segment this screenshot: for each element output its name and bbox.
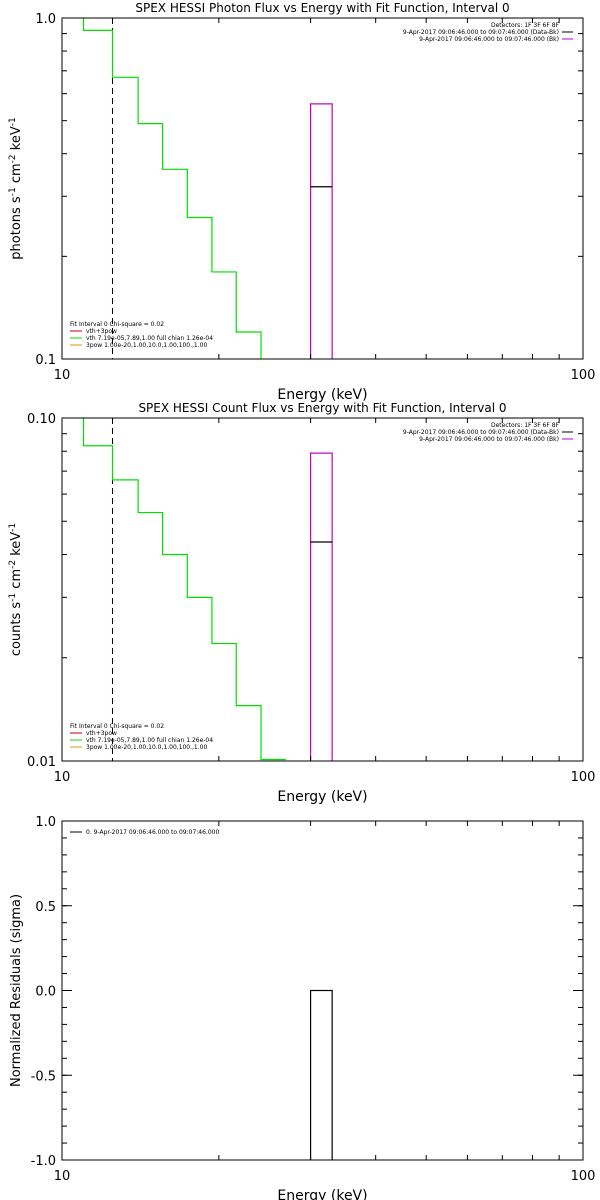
y-tick-label: 0.10 [27, 412, 56, 427]
x-axis-label: Energy (keV) [277, 1188, 367, 1200]
x-tick-label: 10 [54, 770, 71, 785]
x-tick-label: 100 [571, 368, 596, 383]
legend-right-entry: 9-Apr-2017 09:06:46.000 to 09:07:46.000 … [403, 429, 559, 436]
y-axis-label: counts s-1 cm-2 keV-1 [8, 523, 24, 656]
legend-left-entry: Fit Interval 0 Chi-square = 0.02 [70, 321, 164, 328]
legend-right-entry: Detectors: 1F 3F 6F 8F [491, 22, 560, 29]
x-tick-label: 10 [54, 368, 71, 383]
legend-right-entry: Detectors: 1F 3F 6F 8F [491, 422, 560, 429]
legend-left-entry: vth+3pow [86, 328, 117, 335]
series-line-vth+3pow [82, 418, 286, 761]
legend-right-entry: 9-Apr-2017 09:06:46.000 to 09:07:46.000 … [419, 36, 559, 43]
plot-area [309, 989, 333, 1160]
x-axis-label: Energy (keV) [277, 789, 367, 805]
chart-panel-3: 10 100 Energy (keV) -1.0 -0.5 0.0 0.5 1.0 Normal… [9, 815, 595, 1200]
series-line-vth+3pow [82, 18, 262, 359]
x-tick-label: 100 [571, 770, 596, 785]
legend-right-entry: 9-Apr-2017 09:06:46.000 to 09:07:46.000 … [419, 436, 559, 443]
legend-left-entry: vth 7.19e-05,7.89,1.00 full chian 1.26e-… [86, 737, 213, 744]
x-tick-label: 10 [54, 1169, 71, 1184]
data-box [309, 989, 333, 1160]
y-axis-label: photons s-1 cm-2 keV-1 [8, 117, 24, 259]
x-axis-label: Energy (keV) [277, 387, 367, 403]
y-tick-label: 1.0 [35, 12, 56, 27]
data-box [309, 103, 333, 359]
legend-left-entry: 3pow 1.00e-20,1.00,10.0,1.00,100.,1.00 [86, 744, 207, 751]
data-box [309, 452, 333, 761]
x-tick-label: 100 [571, 1169, 596, 1184]
chart-title: SPEX HESSI Photon Flux vs Energy with Fi… [135, 1, 509, 15]
plot-area [82, 18, 333, 359]
legend-left-entry: vth+3pow [86, 730, 117, 737]
y-axis-label: Normalized Residuals (sigma) [9, 894, 24, 1087]
legend-left-entry: vth 7.19e-05,7.89,1.00 full chian 1.26e-… [86, 335, 213, 342]
legend-right-entry: 9-Apr-2017 09:06:46.000 to 09:07:46.000 … [403, 29, 559, 36]
legend-left-entry: 0. 9-Apr-2017 09:06:46.000 to 09:07:46.0… [86, 829, 219, 836]
y-tick-label: 0.0 [35, 985, 56, 1000]
chart-title: SPEX HESSI Count Flux vs Energy with Fit… [138, 401, 506, 415]
y-tick-label: 0.5 [35, 900, 56, 915]
y-tick-label: -1.0 [31, 1154, 56, 1169]
axes-frame [61, 17, 584, 360]
legend-left-entry: Fit Interval 0 Chi-square = 0.02 [70, 723, 164, 730]
y-tick-label: 0.01 [27, 755, 56, 770]
legend-left-entry: 3pow 1.00e-20,1.00,10.0,1.00,100.,1.00 [86, 342, 207, 349]
y-tick-label: 0.1 [35, 353, 56, 368]
chart-panel-2: SPEX HESSI Count Flux vs Energy with Fit… [8, 401, 596, 805]
y-tick-label: 1.0 [35, 815, 56, 830]
plot-area [82, 418, 333, 761]
axes-frame [61, 417, 584, 762]
y-tick-label: -0.5 [31, 1069, 56, 1084]
chart-panel-1: SPEX HESSI Photon Flux vs Energy with Fi… [8, 1, 596, 403]
